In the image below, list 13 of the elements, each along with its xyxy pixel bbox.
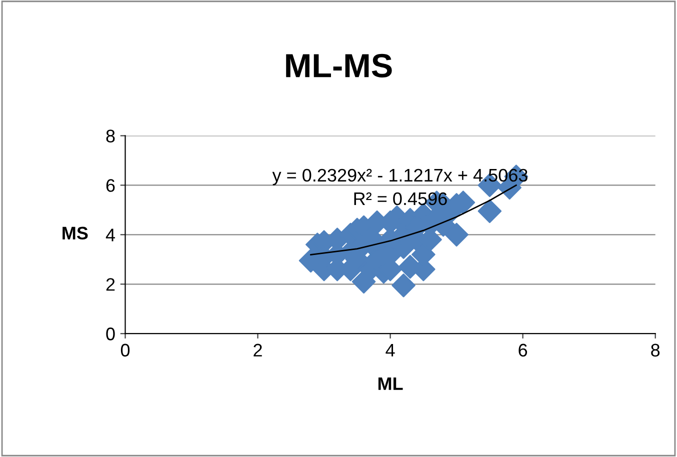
y-axis-title: MS bbox=[62, 226, 88, 240]
x-tick-label: 8 bbox=[651, 344, 660, 357]
y-tick-label: 2 bbox=[106, 278, 115, 291]
y-tick-label: 0 bbox=[106, 328, 115, 340]
y-tick-label: 4 bbox=[106, 228, 115, 242]
y-tick-label: 6 bbox=[106, 179, 115, 192]
x-tick-label: 0 bbox=[120, 344, 130, 357]
x-axis-title: ML bbox=[378, 377, 403, 390]
x-tick-label: 4 bbox=[386, 344, 395, 356]
x-tick-label: 2 bbox=[254, 344, 262, 356]
chart-title: ML-MS bbox=[286, 54, 392, 78]
x-tick-label: 6 bbox=[518, 344, 528, 357]
y-tick-label: 8 bbox=[106, 130, 115, 142]
